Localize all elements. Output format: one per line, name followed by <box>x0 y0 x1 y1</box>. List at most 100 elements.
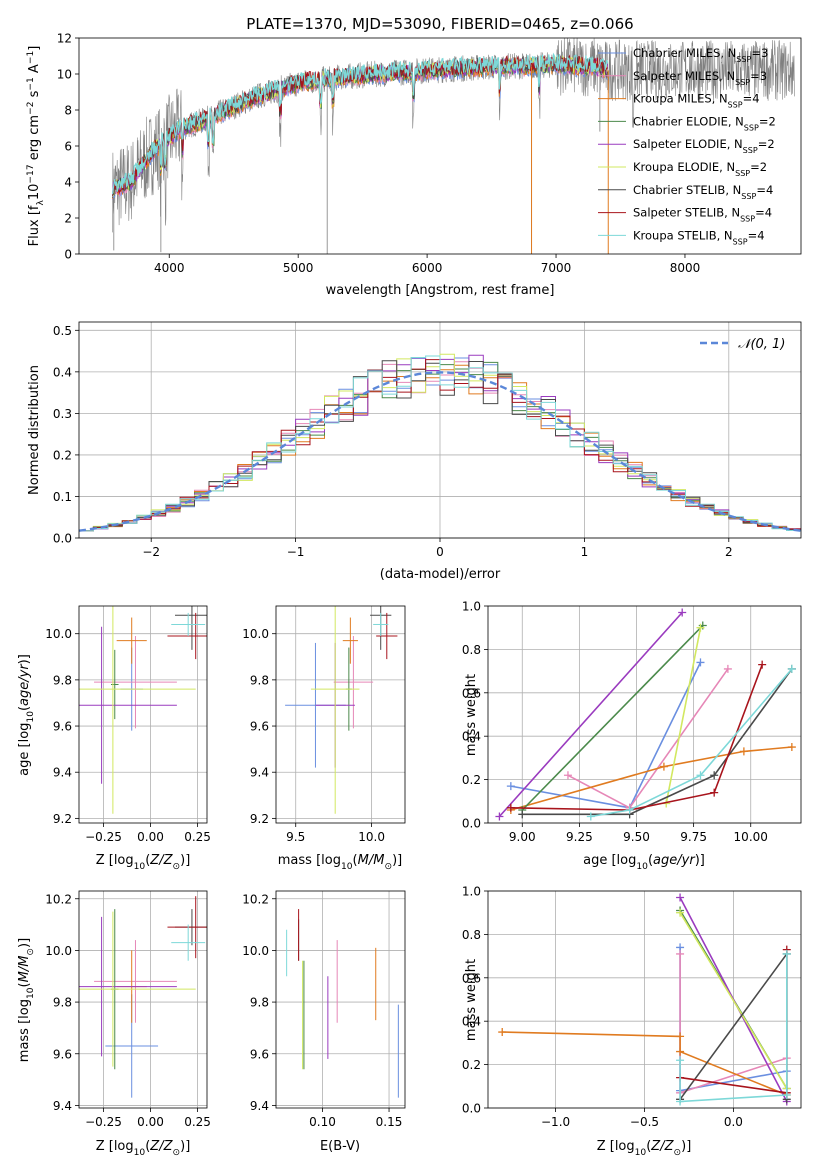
spectrum-legend-label: Chabrier MILES, NSSP=3 <box>633 46 768 64</box>
age-vs-mass-xtick-label: 9.5 <box>286 830 305 844</box>
mass-vs-Z-xlabel-part: ( <box>145 1139 150 1154</box>
mass-vs-ebv-ytick-label: 9.6 <box>250 1047 269 1061</box>
massweight-vs-age-xlabel-part: age/yr <box>653 853 696 868</box>
age-vs-mass-xtick-label: 10.0 <box>358 830 385 844</box>
spectrum-legend-label-part: SSP <box>740 214 755 223</box>
age-vs-Z-ytick-label: 9.6 <box>53 720 72 734</box>
spectrum-legend-label-part: SSP <box>735 77 750 86</box>
massweight-vs-age-ytick-label: 1.0 <box>462 600 481 614</box>
mass-vs-Z-xlabel-part: Z/Z <box>149 1139 173 1154</box>
age-vs-Z-ylabel-part: ( <box>17 706 32 711</box>
age-vs-mass-xlabel-part: )] <box>392 853 402 868</box>
spectrum-legend-label-part: SSP <box>733 237 748 246</box>
point-chabrier-elodie <box>111 649 119 720</box>
mass-vs-ebv-axes: 0.10 0.15 9.4 9.6 9.8 10.0 10.2 <box>242 890 406 1129</box>
series-marker <box>696 771 705 780</box>
gauss-legend-label: 𝒩(0, 1) <box>738 337 785 352</box>
spectrum-ylabel-part: −1 <box>26 51 36 64</box>
massweight-vs-age-frame <box>487 605 802 824</box>
series-marker <box>676 1047 685 1056</box>
series-line <box>510 746 792 811</box>
spectrum-legend-label-part: =2 <box>758 137 775 151</box>
spectrum-ytick-label: 6 <box>64 140 72 154</box>
spectrum-legend-label-part: SSP <box>728 100 743 109</box>
age-vs-mass-xlabel: mass [log10(M/M⊙)] <box>278 853 402 872</box>
series-line <box>522 668 793 816</box>
mass-vs-Z-frame <box>78 890 208 1109</box>
series-marker <box>710 788 719 797</box>
series-marker <box>518 810 527 819</box>
series-kroupa-stelib <box>676 949 791 1106</box>
series-marker <box>676 949 685 958</box>
spectrum-legend-label-part: SSP <box>735 169 750 178</box>
age-vs-mass-xlabel-part: 10 <box>341 862 353 872</box>
series-marker <box>506 782 515 791</box>
age-vs-mass-ytick-label: 9.6 <box>250 720 269 734</box>
point-salpeter-miles <box>333 636 374 729</box>
spectrum-legend-label-part: Kroupa STELIB, N <box>633 228 733 242</box>
spectrum-legend-label: Kroupa STELIB, NSSP=4 <box>633 228 765 246</box>
residuals-ytick-label: 0.1 <box>53 490 72 504</box>
mass-vs-Z-ytick-label: 9.6 <box>53 1047 72 1061</box>
spectrum-ytick-label: 8 <box>64 104 72 118</box>
massweight-vs-age-xlabel-part: 10 <box>636 862 648 872</box>
massweight-vs-Z-xlabel-part: ( <box>646 1139 651 1154</box>
massweight-vs-Z-ytick-label: 0.8 <box>462 928 481 942</box>
spectrum-xtick-label: 7000 <box>541 261 572 275</box>
massweight-vs-Z-xlabel: Z [log10(Z/Z⊙)] <box>597 1139 692 1158</box>
residuals-xtick-label: 2 <box>725 545 733 559</box>
residuals-xtick-label: 1 <box>581 545 589 559</box>
residuals-xtick-label: −1 <box>287 545 305 559</box>
age-vs-Z-ytick-label: 9.8 <box>53 673 72 687</box>
massweight-vs-age-xlabel-part: age [log <box>583 853 636 868</box>
age-vs-Z-ytick-label: 9.2 <box>53 812 72 826</box>
residuals-ytick-label: 0.4 <box>53 365 72 379</box>
spectrum-legend-label-part: Salpeter STELIB, N <box>633 206 740 220</box>
age-vs-mass-xlabel-part: mass [log <box>278 853 341 868</box>
mass-vs-ebv-ytick-label: 10.2 <box>242 892 269 906</box>
spectrum-xlabel: wavelength [Angstrom, rest frame] <box>326 283 555 298</box>
series-marker <box>678 608 687 617</box>
spectrum-legend-label-part: SSP <box>744 123 759 132</box>
gauss-curve <box>79 371 801 532</box>
mass-vs-Z-ytick-label: 10.2 <box>45 892 72 906</box>
series-marker <box>498 1028 507 1037</box>
spectrum-ylabel-part: −17 <box>26 164 36 183</box>
massweight-vs-Z-xlabel-part: )] <box>681 1139 691 1154</box>
mass-vs-ebv-xlabel: E(B-V) <box>320 1139 360 1154</box>
spectrum-legend-label-part: =4 <box>755 206 772 220</box>
series-line <box>498 611 683 818</box>
point-salpeter-elodie <box>79 916 177 1057</box>
series-salpeter-elodie <box>495 608 687 821</box>
series-marker <box>696 623 705 632</box>
mass-vs-ebv-ytick-label: 9.4 <box>250 1099 269 1113</box>
mass-vs-Z-ylabel-part: mass [log <box>17 999 32 1062</box>
mass-vs-ebv-xtick-label: 0.10 <box>309 1115 336 1129</box>
age-vs-Z-ylabel-part: age [log <box>17 723 32 776</box>
series-marker <box>659 762 668 771</box>
spectrum-legend-label-part: SSP <box>743 146 758 155</box>
age-vs-mass-axes: 9.5 10.0 9.2 9.4 9.6 9.8 10.0 <box>242 605 406 844</box>
age-vs-Z-ylabel-part: age/yr <box>17 663 32 706</box>
massweight-vs-Z-ytick-label: 0.0 <box>462 1102 481 1116</box>
mass-vs-Z-xlabel-part: ⊙ <box>173 1148 181 1158</box>
age-vs-Z-xlabel-part: )] <box>180 853 190 868</box>
massweight-vs-Z-plot <box>498 893 791 1106</box>
spectrum-ylabel-part: −1 <box>26 77 36 90</box>
point-salpeter-stelib <box>376 612 398 660</box>
point-salpeter-miles <box>94 940 177 1023</box>
spectrum-legend-label-part: =3 <box>751 46 768 60</box>
residuals-ytick-label: 0.0 <box>53 532 72 546</box>
spectrum-frame <box>78 37 802 255</box>
spectrum-axes: 4000 5000 6000 7000 8000 0 2 4 6 8 10 12 <box>57 32 802 275</box>
mass-vs-ebv-ytick-label: 9.8 <box>250 996 269 1010</box>
mass-vs-ebv-plot <box>286 909 399 1098</box>
mass-vs-ebv-ytick-label: 10.0 <box>242 944 269 958</box>
age-vs-mass-ytick-label: 9.4 <box>250 766 269 780</box>
age-vs-Z-frame <box>78 605 208 824</box>
massweight-vs-age-ytick-label: 0.0 <box>462 817 481 831</box>
mass-vs-Z-xtick-label: −0.25 <box>85 1115 122 1129</box>
series-line <box>679 953 788 1103</box>
